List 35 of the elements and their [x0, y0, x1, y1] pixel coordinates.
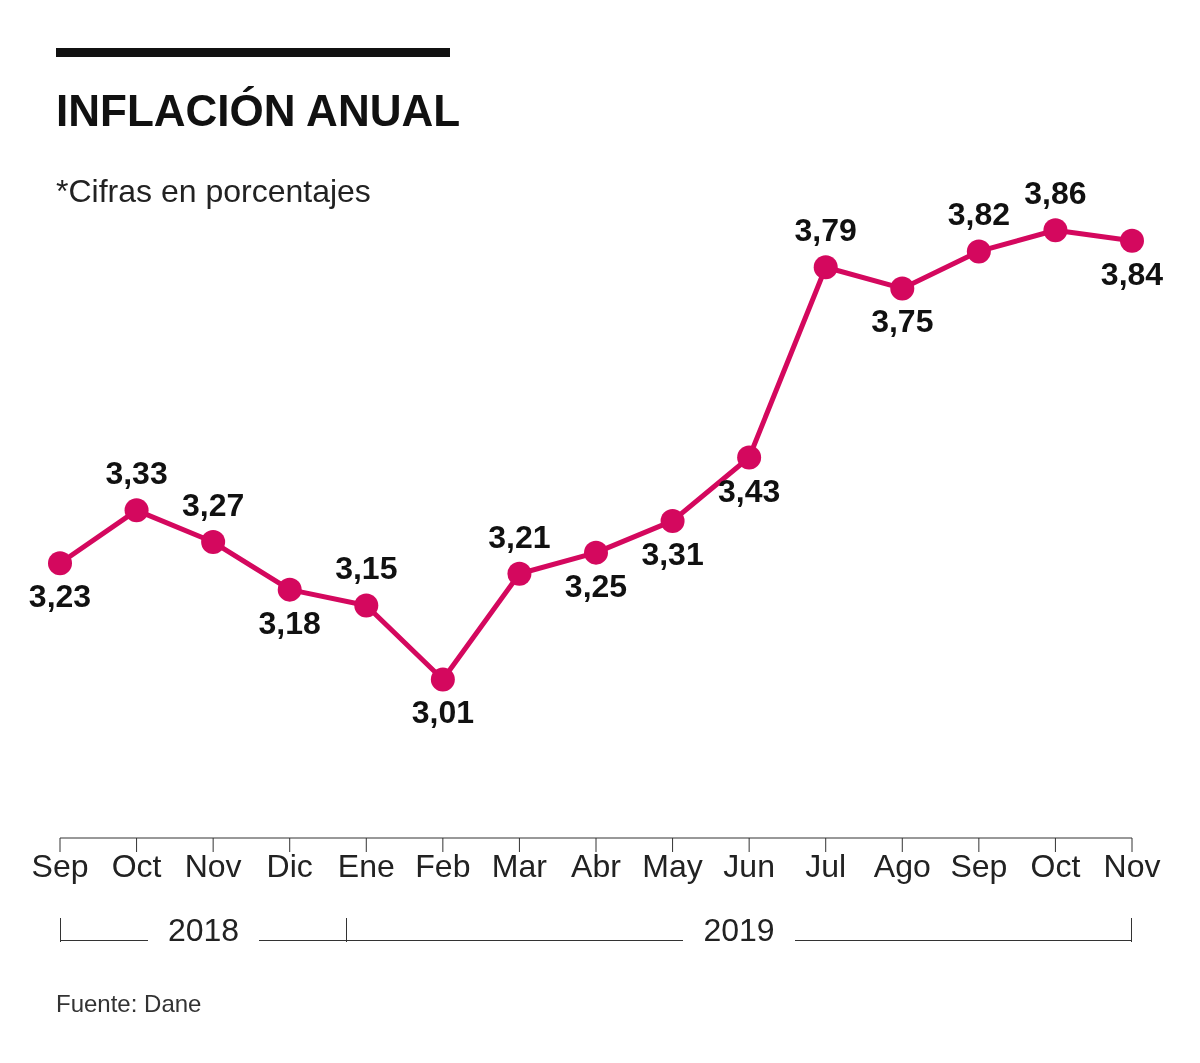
data-label: 3,86: [1024, 175, 1087, 212]
data-label: 3,25: [564, 567, 628, 604]
x-tick-label: May: [642, 847, 703, 884]
data-label: 3,31: [641, 535, 704, 572]
x-tick-label: Nov: [184, 847, 242, 884]
data-label: 3,21: [488, 518, 551, 555]
x-tick-label: Feb: [415, 847, 471, 884]
text: 2018: [166, 911, 241, 949]
x-tick-label: Jun: [723, 847, 775, 884]
source-note: Fuente: Dane: [56, 990, 202, 1018]
data-label: 3,84: [1100, 255, 1164, 292]
text: *Cifras en porcentajes: [56, 173, 371, 210]
x-tick-label: Sep: [950, 847, 1008, 884]
x-tick-label: Ene: [337, 847, 395, 884]
data-label: 3,79: [794, 212, 857, 249]
text: 2019: [702, 911, 776, 949]
x-tick-label: Oct: [111, 847, 162, 884]
x-tick-label: Nov: [1103, 847, 1161, 884]
data-label: 3,82: [947, 196, 1010, 233]
x-tick-label: Sep: [31, 847, 89, 884]
x-tick-label: Jul: [805, 847, 847, 884]
data-label: 3,75: [871, 303, 934, 340]
x-tick-label: Dic: [266, 847, 313, 884]
data-label: 3,18: [258, 604, 321, 641]
data-label: 3,01: [411, 694, 474, 731]
data-label: 3,33: [105, 455, 168, 492]
data-label: 3,23: [28, 578, 92, 615]
x-tick-label: Ago: [873, 847, 931, 884]
data-label: 3,15: [335, 550, 398, 587]
x-tick-label: Abr: [571, 847, 622, 884]
x-tick-label: Oct: [1030, 847, 1081, 884]
data-label: 3,27: [182, 487, 245, 524]
x-tick-label: Mar: [491, 847, 548, 884]
data-label: 3,43: [718, 472, 781, 509]
chart-title: INFLACIÓN ANUAL: [56, 86, 461, 136]
